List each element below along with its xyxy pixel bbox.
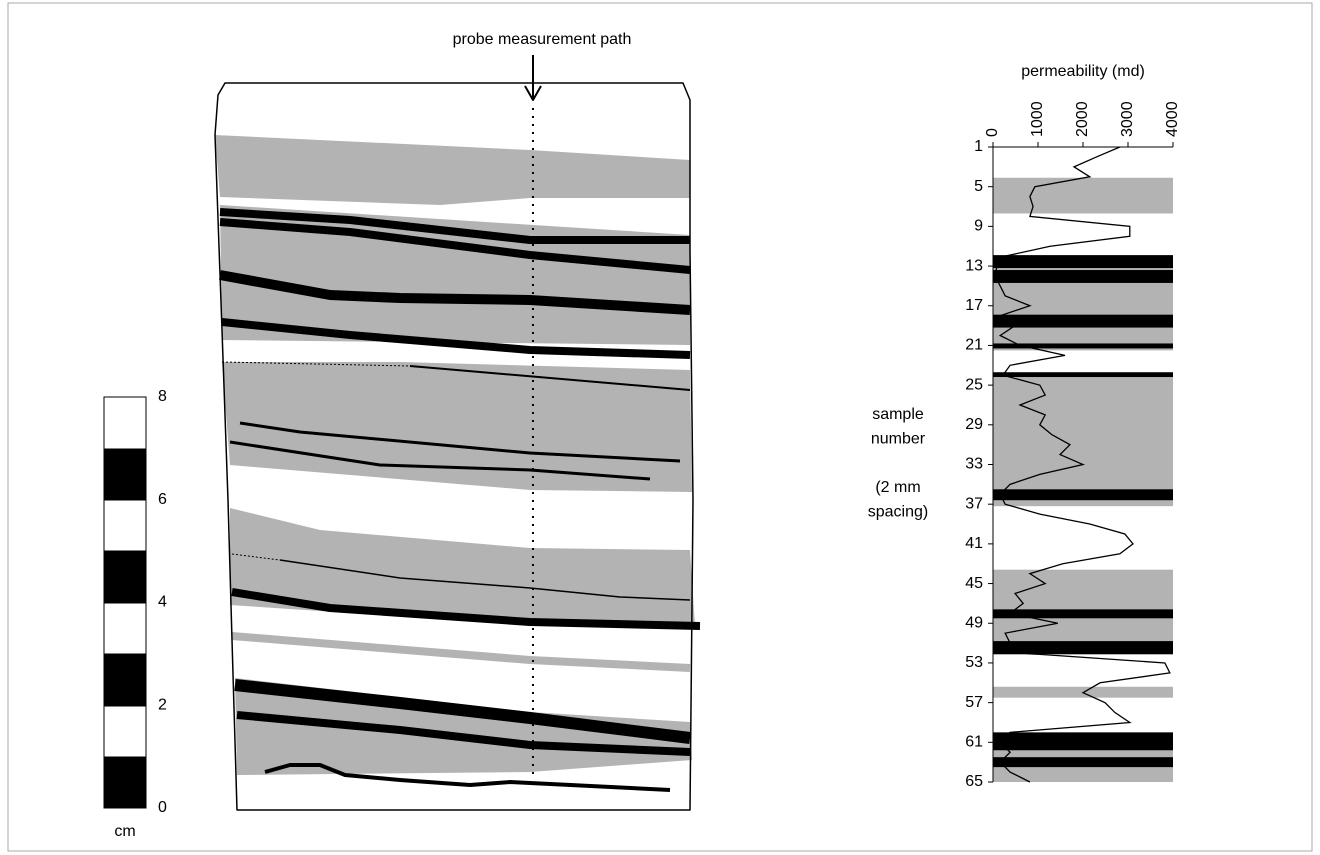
y-tick-label: 17 bbox=[965, 297, 983, 314]
y-tick-label: 21 bbox=[965, 337, 983, 354]
scale-tick-label: 0 bbox=[158, 799, 167, 816]
scale-tick-label: 4 bbox=[158, 594, 167, 611]
y-tick-label: 65 bbox=[965, 773, 983, 790]
layer-band bbox=[993, 489, 1173, 500]
y-tick-label: 1 bbox=[974, 138, 983, 155]
layer-band bbox=[993, 757, 1173, 767]
y-tick-label: 57 bbox=[965, 694, 983, 711]
y-axis-label: sample bbox=[872, 406, 924, 423]
scale-bar bbox=[104, 397, 146, 808]
y-tick-label: 5 bbox=[974, 178, 983, 195]
layer-band bbox=[993, 732, 1173, 750]
layer-band bbox=[993, 372, 1173, 377]
y-tick-label: 53 bbox=[965, 654, 983, 671]
figure: probe measurement path cm 0 2 4 6 8 sample num… bbox=[0, 0, 1320, 855]
y-tick-label: 9 bbox=[974, 218, 983, 235]
y-tick-label: 41 bbox=[965, 535, 983, 552]
x-tick-label: 4000 bbox=[1164, 101, 1181, 137]
layer-band bbox=[993, 270, 1173, 283]
y-axis-label: spacing) bbox=[868, 504, 928, 521]
layer-band bbox=[993, 315, 1173, 328]
layer-band bbox=[993, 255, 1173, 350]
annotation: probe measurement path bbox=[453, 31, 632, 48]
x-axis-label: permeability (md) bbox=[1021, 63, 1145, 80]
x-tick-label: 1000 bbox=[1029, 101, 1046, 137]
x-tick-label: 2000 bbox=[1074, 101, 1091, 137]
page: probe measurement path cm 0 2 4 6 8 sample num… bbox=[0, 0, 1320, 855]
scale-unit: cm bbox=[114, 823, 135, 840]
y-tick-label: 37 bbox=[965, 495, 983, 512]
y-tick-label: 25 bbox=[965, 376, 983, 393]
layer-band bbox=[993, 178, 1173, 214]
layer-band bbox=[993, 255, 1173, 268]
y-tick-label: 61 bbox=[965, 734, 983, 751]
core-sketch bbox=[215, 55, 700, 810]
y-tick-label: 33 bbox=[965, 456, 983, 473]
scale-tick-label: 8 bbox=[158, 388, 167, 405]
x-tick-label: 3000 bbox=[1119, 101, 1136, 137]
x-tick-label: 0 bbox=[984, 128, 1001, 137]
y-axis-label: number bbox=[871, 431, 926, 448]
y-tick-label: 49 bbox=[965, 614, 983, 631]
y-tick-label: 29 bbox=[965, 416, 983, 433]
y-axis-label: (2 mm bbox=[875, 479, 920, 496]
layer-band bbox=[993, 377, 1173, 506]
layer-band bbox=[993, 641, 1173, 654]
layer-band bbox=[993, 609, 1173, 618]
scale-tick-label: 6 bbox=[158, 491, 167, 508]
y-tick-label: 13 bbox=[965, 257, 983, 274]
y-tick-label: 45 bbox=[965, 575, 983, 592]
scale-tick-label: 2 bbox=[158, 696, 167, 713]
